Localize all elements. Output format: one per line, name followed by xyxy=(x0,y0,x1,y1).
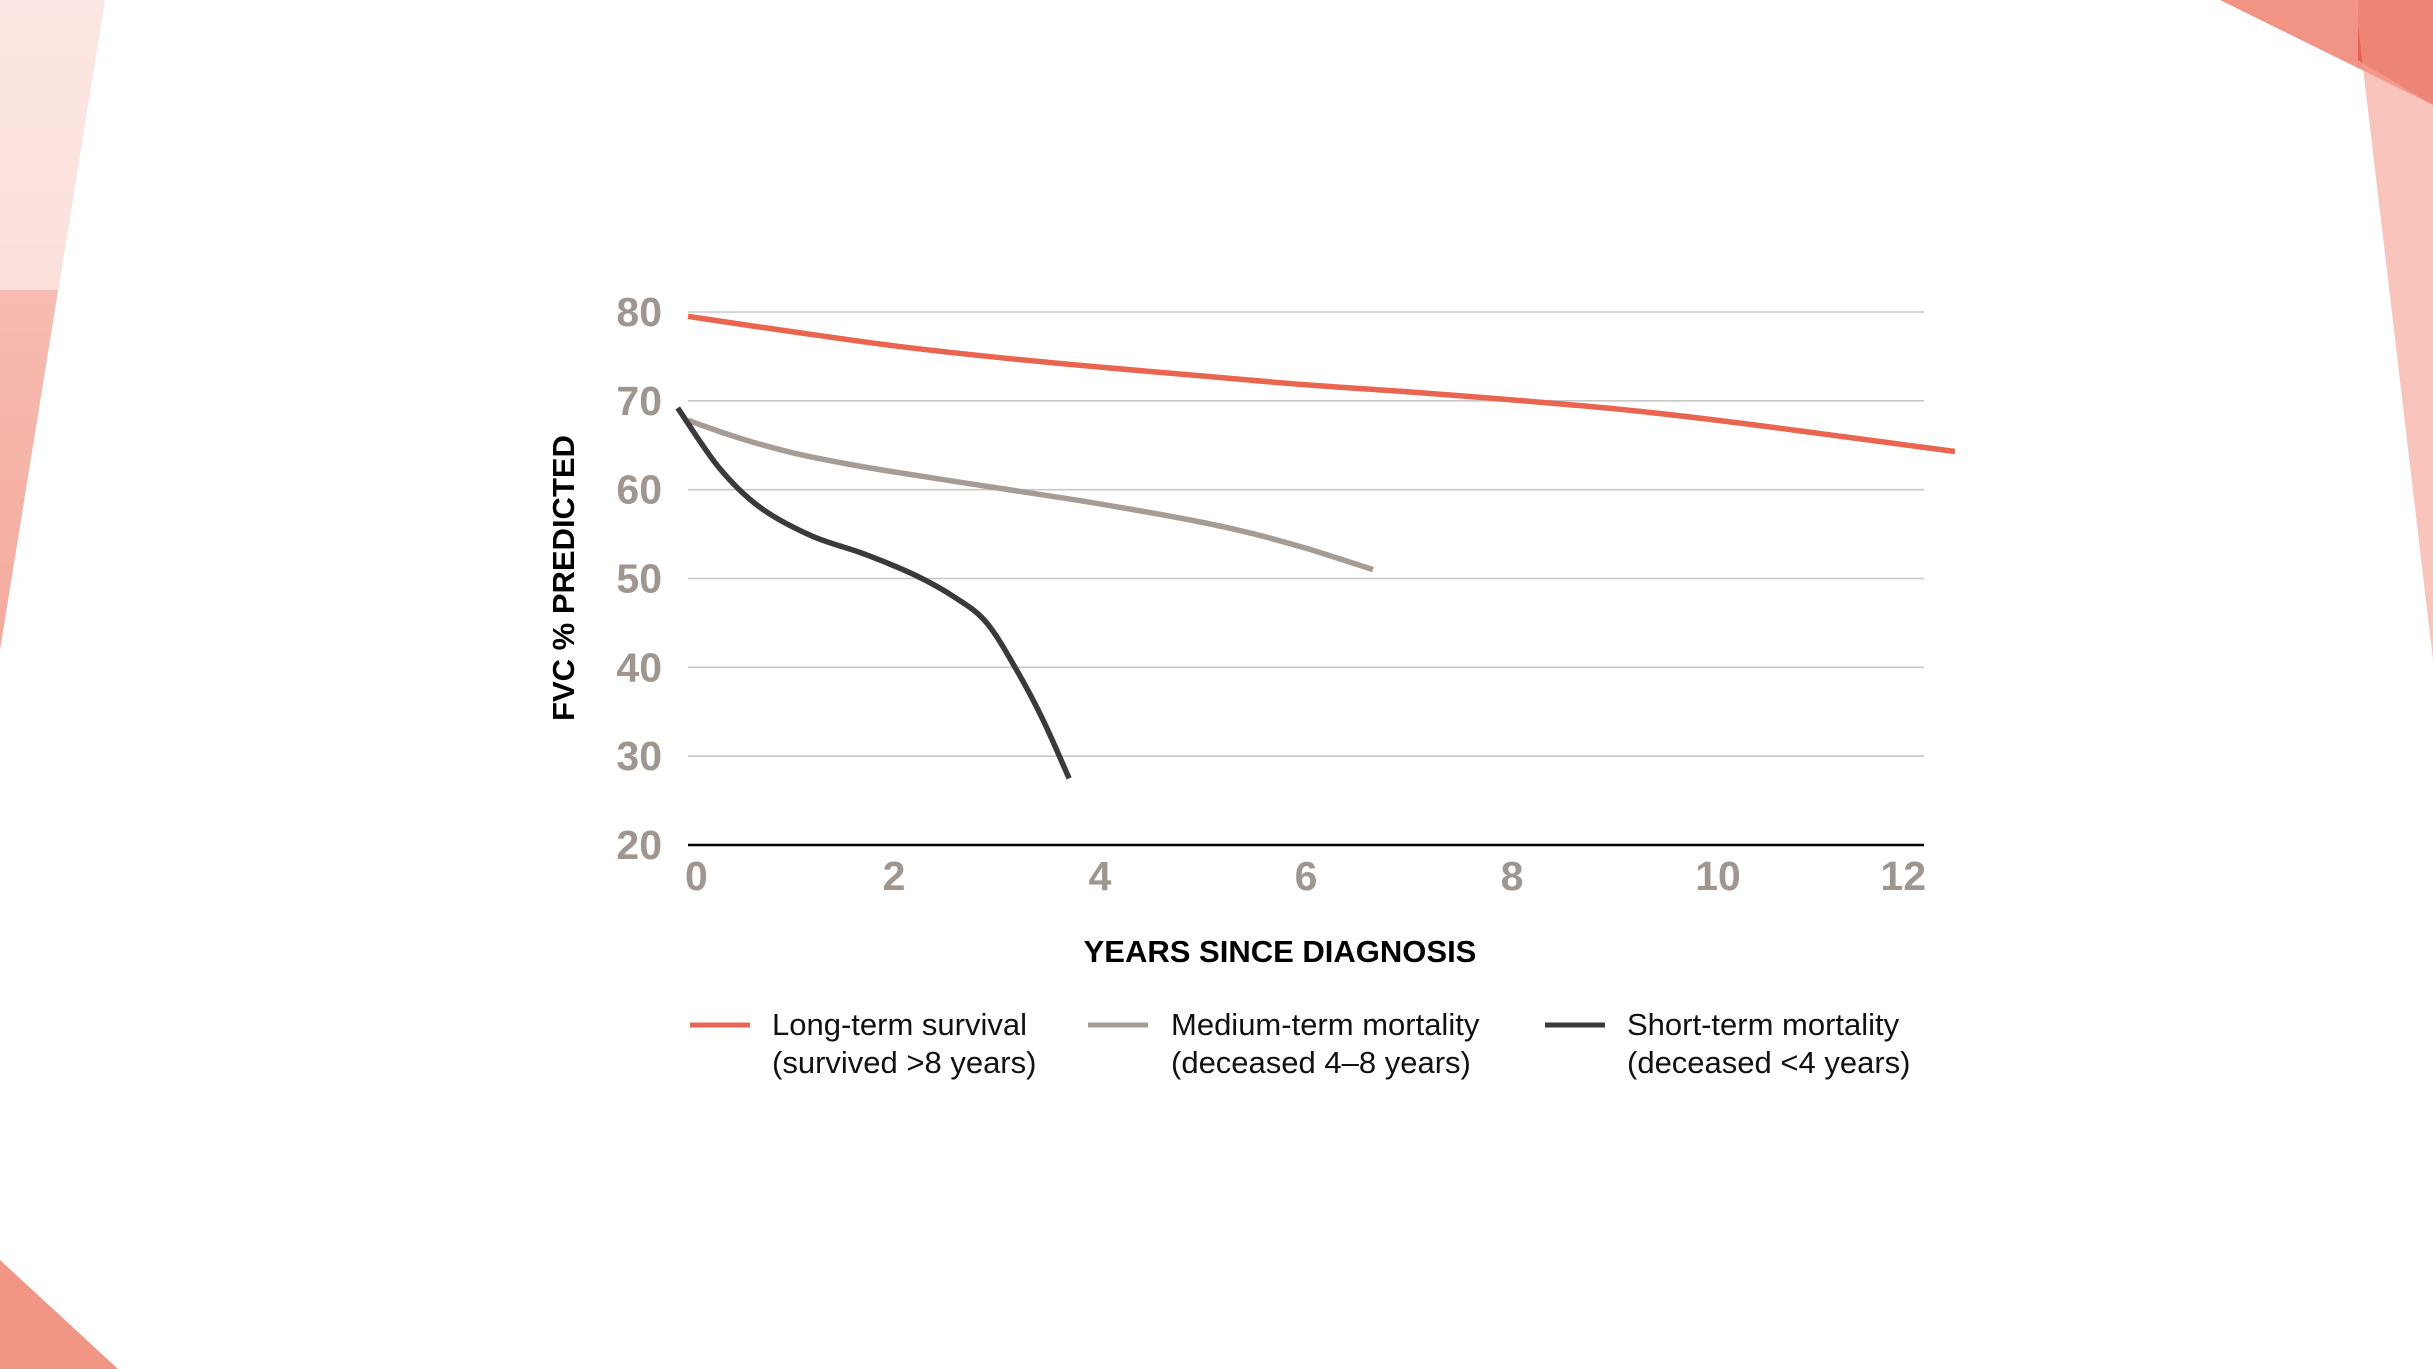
legend-label-short-term-line1: Short-term mortality xyxy=(1627,1007,1900,1042)
x-tick-label: 8 xyxy=(1501,853,1524,899)
series-lines xyxy=(675,313,1956,780)
legend-label-medium-term-line2: (deceased 4–8 years) xyxy=(1171,1045,1471,1080)
y-axis-title: FVC % PREDICTED xyxy=(546,435,581,721)
x-axis-ticks: 0 2 4 6 8 10 12 xyxy=(685,853,1926,899)
y-tick-label: 70 xyxy=(616,378,662,424)
y-tick-label: 30 xyxy=(616,733,662,779)
legend-item-short-term: Short-term mortality (deceased <4 years) xyxy=(1545,1007,1910,1080)
x-tick-label: 4 xyxy=(1089,853,1112,899)
x-tick-label: 6 xyxy=(1295,853,1318,899)
y-axis-ticks: 20 30 40 50 60 70 80 xyxy=(616,289,662,868)
y-tick-label: 50 xyxy=(616,556,662,602)
left-accent-highlight xyxy=(0,0,105,290)
x-tick-label: 10 xyxy=(1695,853,1741,899)
legend-item-long-term: Long-term survival (survived >8 years) xyxy=(690,1007,1036,1080)
right-accent-shape xyxy=(2355,0,2433,660)
y-tick-label: 60 xyxy=(616,467,662,513)
legend-item-medium-term: Medium-term mortality (deceased 4–8 year… xyxy=(1088,1007,1480,1080)
x-tick-label: 0 xyxy=(685,853,708,899)
series-line-short-term-mortality xyxy=(675,406,1072,780)
gridlines xyxy=(688,311,1924,757)
y-tick-label: 80 xyxy=(616,289,662,335)
bottom-left-accent-shape xyxy=(0,1260,118,1369)
x-tick-label: 2 xyxy=(883,853,906,899)
legend-label-long-term-line1: Long-term survival xyxy=(772,1007,1027,1042)
y-tick-label: 40 xyxy=(616,644,662,690)
legend-label-short-term-line2: (deceased <4 years) xyxy=(1627,1045,1910,1080)
legend-label-medium-term-line1: Medium-term mortality xyxy=(1171,1007,1480,1042)
x-axis-title: YEARS SINCE DIAGNOSIS xyxy=(1084,934,1477,969)
legend: Long-term survival (survived >8 years) M… xyxy=(690,1007,1910,1080)
y-tick-label: 20 xyxy=(616,822,662,868)
legend-label-long-term-line2: (survived >8 years) xyxy=(772,1045,1036,1080)
x-tick-label: 12 xyxy=(1880,853,1926,899)
series-line-medium-term-mortality xyxy=(687,417,1374,573)
series-line-long-term-survival xyxy=(687,313,1956,455)
